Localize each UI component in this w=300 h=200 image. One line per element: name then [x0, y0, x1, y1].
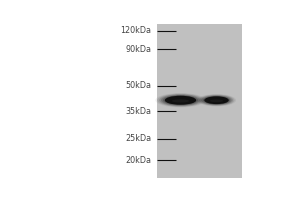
Ellipse shape: [204, 96, 229, 104]
Ellipse shape: [165, 96, 196, 105]
Ellipse shape: [163, 95, 198, 105]
Ellipse shape: [203, 96, 230, 105]
Text: 50kDa: 50kDa: [125, 81, 152, 90]
Bar: [157, 24, 242, 178]
Text: 90kDa: 90kDa: [125, 45, 152, 54]
Ellipse shape: [159, 94, 202, 106]
Text: 120kDa: 120kDa: [120, 26, 152, 35]
Ellipse shape: [157, 94, 204, 107]
Ellipse shape: [172, 99, 189, 103]
Ellipse shape: [210, 99, 223, 102]
Ellipse shape: [204, 96, 229, 104]
Ellipse shape: [155, 93, 206, 107]
Ellipse shape: [200, 95, 233, 105]
Text: 25kDa: 25kDa: [125, 134, 152, 143]
Ellipse shape: [199, 95, 235, 106]
Ellipse shape: [201, 95, 232, 105]
Ellipse shape: [161, 95, 200, 106]
Text: 35kDa: 35kDa: [125, 107, 152, 116]
Text: 20kDa: 20kDa: [125, 156, 152, 165]
Ellipse shape: [197, 94, 236, 106]
Ellipse shape: [165, 96, 196, 105]
